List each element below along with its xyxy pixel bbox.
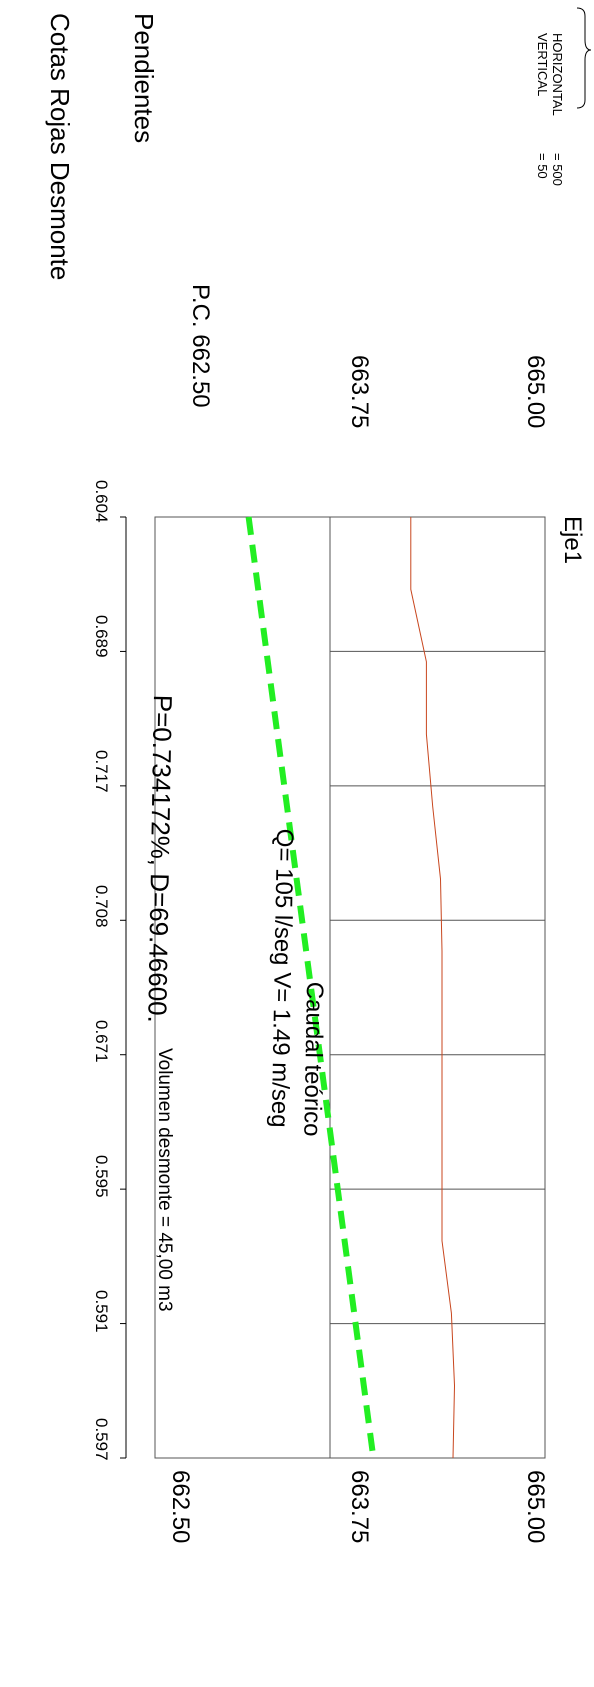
axis-tick-663-75: 663.75 (346, 1470, 373, 1544)
axis-tick-665: 665.00 (522, 1470, 549, 1544)
red-level-value: 0.604 (92, 480, 111, 523)
red-level-value: 0.717 (92, 750, 111, 793)
axis-name: Eje1 (559, 516, 586, 565)
slope-distance-label: P=0.734172%, D=69.46600. (142, 694, 178, 1024)
terrain-line (410, 517, 456, 1459)
volume-label: Volumen desmonte = 45,00 m3 (154, 1048, 175, 1312)
red-level-value: 0.708 (92, 885, 111, 928)
red-level-value: 0.591 (92, 1290, 111, 1333)
flow-detail: Q= 105 l/seg V= 1.49 m/seg (265, 828, 298, 1128)
design-grade-line (245, 516, 377, 1459)
axis-tick-662-50: 662.50 (167, 1470, 194, 1544)
station-grid (330, 650, 545, 1325)
red-level-value: 0.597 (92, 1418, 111, 1461)
station-ticks (120, 516, 126, 1459)
red-level-value: 0.595 (92, 1155, 111, 1198)
red-level-value: 0.689 (92, 615, 111, 658)
chart-frame (154, 516, 546, 1459)
scale-brace-icon (576, 7, 592, 109)
flow-title: Caudal teórico (298, 981, 328, 1137)
red-level-value: 0.671 (92, 1020, 111, 1063)
